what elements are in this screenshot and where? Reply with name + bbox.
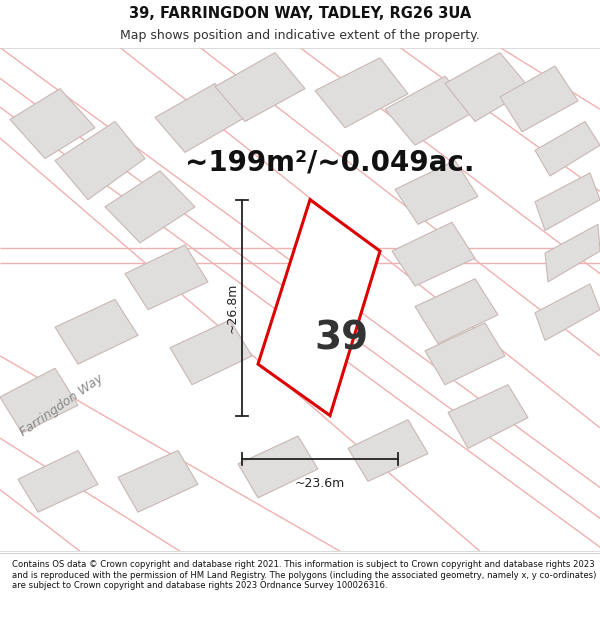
Polygon shape	[170, 320, 252, 385]
Polygon shape	[415, 279, 498, 344]
Polygon shape	[348, 419, 428, 481]
Polygon shape	[155, 84, 245, 152]
Polygon shape	[500, 66, 578, 132]
Text: Map shows position and indicative extent of the property.: Map shows position and indicative extent…	[120, 29, 480, 42]
Polygon shape	[445, 52, 530, 121]
Polygon shape	[535, 284, 600, 341]
Text: Farringdon Way: Farringdon Way	[18, 372, 106, 439]
Polygon shape	[385, 76, 475, 145]
Polygon shape	[545, 224, 600, 282]
Polygon shape	[0, 368, 78, 433]
Polygon shape	[425, 323, 505, 385]
Text: 39, FARRINGDON WAY, TADLEY, RG26 3UA: 39, FARRINGDON WAY, TADLEY, RG26 3UA	[129, 6, 471, 21]
Polygon shape	[105, 171, 195, 243]
Polygon shape	[118, 451, 198, 512]
Polygon shape	[125, 245, 208, 309]
Polygon shape	[55, 299, 138, 364]
Text: Contains OS data © Crown copyright and database right 2021. This information is : Contains OS data © Crown copyright and d…	[12, 560, 596, 590]
Polygon shape	[395, 161, 478, 224]
Polygon shape	[535, 173, 600, 231]
Text: ~23.6m: ~23.6m	[295, 478, 345, 490]
Polygon shape	[258, 199, 380, 416]
Polygon shape	[55, 121, 145, 199]
Polygon shape	[215, 52, 305, 121]
Polygon shape	[535, 121, 600, 176]
Polygon shape	[392, 222, 475, 286]
Polygon shape	[18, 451, 98, 512]
Polygon shape	[238, 436, 318, 498]
Polygon shape	[315, 58, 408, 127]
Polygon shape	[10, 89, 95, 159]
Text: ~26.8m: ~26.8m	[226, 282, 239, 332]
Text: 39: 39	[314, 319, 368, 357]
Polygon shape	[448, 385, 528, 449]
Text: ~199m²/~0.049ac.: ~199m²/~0.049ac.	[185, 149, 475, 177]
